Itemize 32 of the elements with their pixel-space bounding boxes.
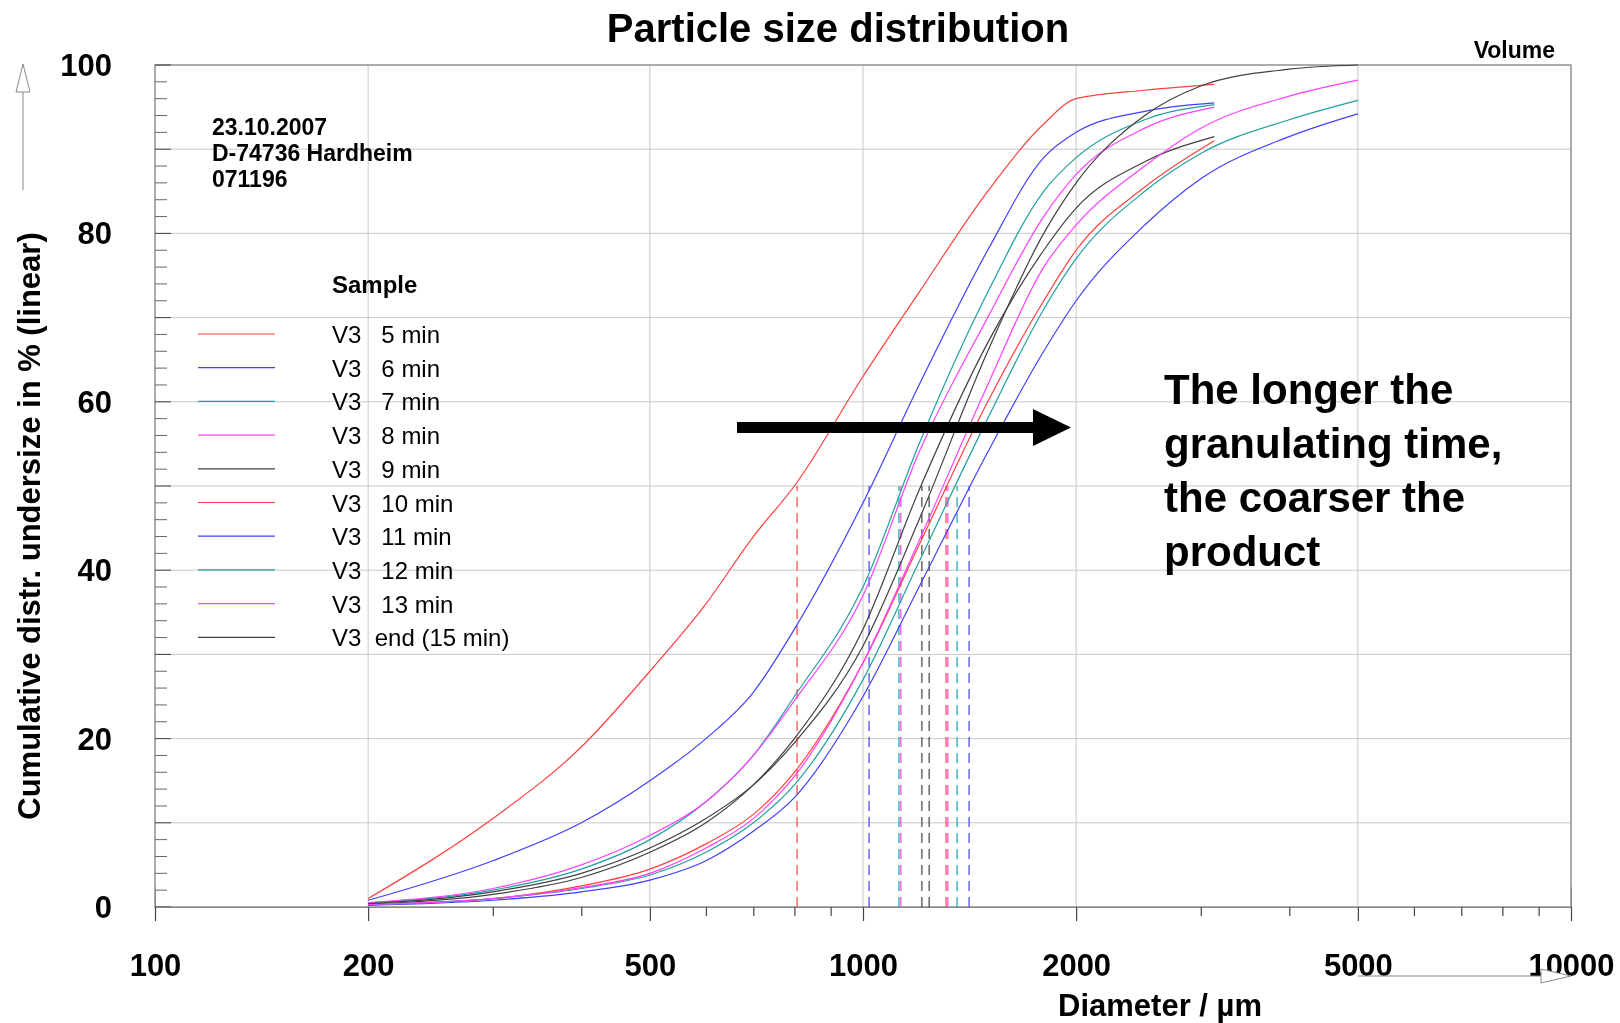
legend-title: Sample: [332, 271, 418, 298]
y-tick-label: 60: [77, 384, 112, 420]
y-tick-label: 100: [60, 48, 112, 83]
legend-label: V3 9 min: [332, 455, 441, 483]
legend-label: V3 7 min: [332, 388, 441, 416]
x-tick-label: 500: [624, 948, 677, 983]
legend-label: V3 5 min: [332, 321, 441, 348]
chart-title: Particle size distribution: [606, 6, 1070, 50]
annotation: 23.10.2007: [212, 114, 328, 140]
legend-label: V3 6 min: [332, 354, 441, 382]
x-tick-label: 10000: [1528, 948, 1615, 983]
y-tick-label: 0: [94, 890, 112, 925]
legend-label: V3 12 min: [332, 556, 454, 584]
x-tick-label: 200: [342, 948, 395, 983]
x-tick-label: 100: [129, 948, 182, 983]
legend-label: V3 13 min: [332, 590, 454, 618]
legend-label: V3 end (15 min): [332, 624, 510, 652]
annotation: D-74736 Hardheim: [212, 140, 413, 166]
x-tick-label: 1000: [829, 948, 898, 983]
text: Volume: [1473, 37, 1555, 63]
y-axis-title: Cumulative distr. undersize in % (linear): [12, 232, 47, 820]
annotation: 071196: [212, 166, 288, 192]
x-tick-label: 5000: [1323, 948, 1393, 983]
annotation: The longer the granulating time, the coarser the product: [1164, 366, 1503, 575]
x-tick-label: 2000: [1042, 948, 1112, 983]
y-tick-label: 20: [77, 721, 112, 757]
legend-label: V3 10 min: [332, 489, 454, 517]
legend-label: V3 8 min: [332, 422, 441, 450]
legend-label: V3 11 min: [332, 523, 452, 551]
x-axis-title: Diameter / µm: [1058, 988, 1262, 1023]
y-tick-label: 80: [77, 216, 112, 252]
y-tick-label: 40: [77, 553, 112, 589]
